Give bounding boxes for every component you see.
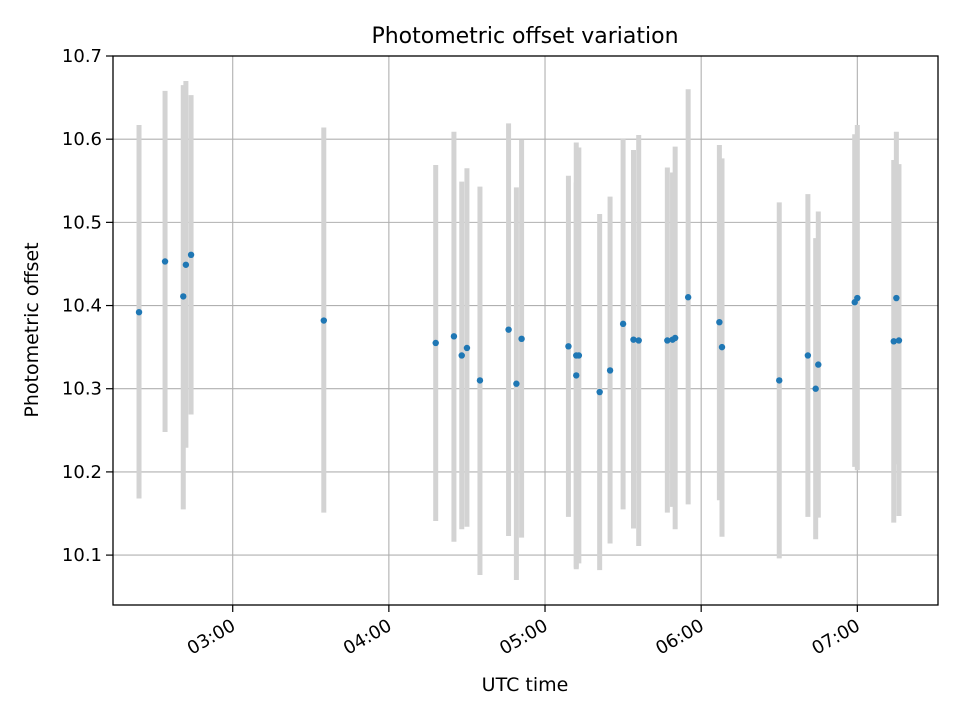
data-point: [671, 334, 679, 342]
data-point: [180, 293, 187, 300]
y-tick-label: 10.7: [62, 46, 102, 67]
data-point: [619, 320, 627, 328]
data-point: [513, 380, 520, 387]
data-point: [630, 336, 637, 343]
data-point: [463, 344, 471, 352]
data-point: [476, 377, 484, 384]
y-tick-label: 10.6: [62, 129, 102, 150]
data-point: [664, 337, 671, 344]
data-point: [895, 337, 903, 344]
data-point: [575, 352, 583, 359]
chart-title: Photometric offset variation: [371, 24, 678, 49]
data-point: [518, 335, 525, 343]
data-point: [161, 258, 169, 265]
data-point: [505, 326, 512, 333]
data-point: [716, 318, 723, 326]
data-point: [893, 294, 900, 302]
data-point: [890, 338, 897, 345]
data-point: [135, 309, 143, 316]
data-point: [596, 388, 603, 396]
data-point: [450, 333, 458, 340]
y-tick-label: 10.3: [62, 379, 102, 400]
x-axis-title: UTC time: [482, 674, 569, 696]
data-point: [573, 372, 580, 379]
data-point: [187, 251, 195, 259]
data-point: [565, 343, 572, 350]
data-points: [135, 251, 903, 396]
data-point: [320, 317, 328, 324]
plot-frame: [112, 55, 939, 606]
data-point: [684, 294, 692, 301]
data-point: [815, 361, 822, 368]
data-point: [458, 352, 465, 359]
data-point: [432, 339, 439, 347]
data-point: [854, 294, 861, 302]
grid: [113, 55, 938, 605]
data-point: [182, 261, 190, 268]
y-tick-label: 10.4: [62, 296, 102, 317]
y-tick-label: 10.2: [62, 462, 102, 483]
data-point: [718, 343, 726, 351]
y-axis-ticks: 10.1 10.2 10.3 10.4 10.5 10.6 10.7: [62, 46, 113, 566]
data-point: [606, 367, 614, 374]
data-point: [804, 352, 812, 359]
y-tick-label: 10.1: [62, 545, 102, 566]
data-point: [776, 377, 783, 384]
y-axis-title: Photometric offset: [21, 242, 43, 417]
y-tick-label: 10.5: [62, 212, 102, 233]
data-point: [812, 385, 819, 392]
data-point: [635, 337, 642, 344]
